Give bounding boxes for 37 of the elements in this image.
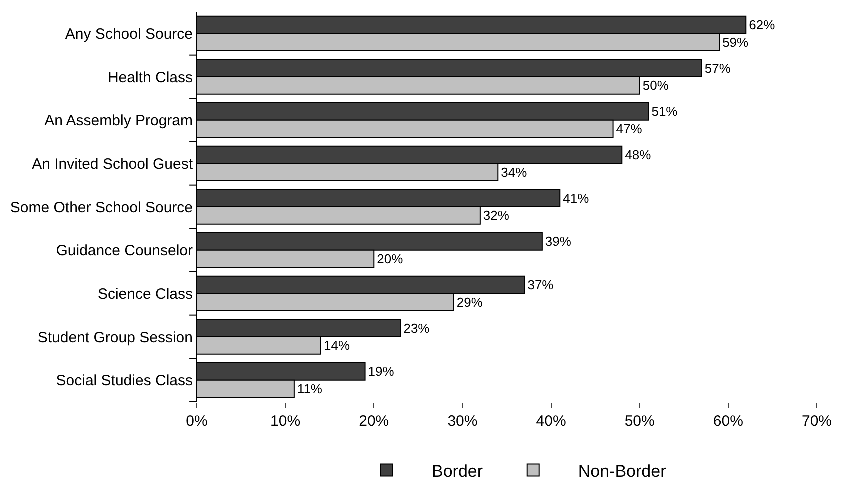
x-tick-label: 20% — [359, 413, 390, 430]
data-label: 19% — [368, 364, 395, 380]
x-tick-label: 40% — [536, 413, 566, 430]
legend-label: Border — [432, 462, 484, 481]
legend-label: Non-Border — [578, 462, 667, 481]
y-tick-label: Some Other School Source — [10, 199, 193, 216]
data-label: 48% — [625, 148, 652, 162]
x-tick-label: 50% — [624, 413, 655, 430]
data-label: 14% — [324, 338, 350, 354]
y-tick-label: Student Group Session — [38, 329, 193, 346]
data-label: 39% — [545, 234, 572, 250]
data-label: 62% — [749, 18, 776, 32]
data-label: 51% — [652, 104, 678, 120]
y-tick-label: An Assembly Program — [44, 112, 193, 130]
data-label: 29% — [456, 294, 484, 310]
y-tick-label: Health Class — [108, 69, 193, 86]
data-label: 59% — [722, 34, 750, 50]
x-tick-label: 0% — [186, 413, 208, 430]
y-tick-label: Social Studies Class — [56, 372, 193, 390]
y-tick-label: Science Class — [98, 286, 193, 303]
data-label: 34% — [501, 164, 528, 180]
data-label: 32% — [483, 208, 510, 224]
x-tick-label: 30% — [448, 413, 478, 430]
data-label: 57% — [704, 60, 732, 76]
x-tick-label: 10% — [270, 413, 301, 430]
data-label: 11% — [297, 382, 323, 396]
data-label: 41% — [563, 190, 590, 206]
y-tick-label: Guidance Counselor — [56, 242, 193, 260]
data-label: 50% — [642, 78, 670, 94]
data-label: 47% — [616, 122, 643, 136]
x-tick-label: 60% — [713, 413, 744, 430]
data-label: 20% — [377, 252, 404, 266]
y-tick-label: An Invited School Guest — [32, 156, 194, 173]
y-tick-label: Any School Source — [65, 26, 193, 43]
x-tick-label: 70% — [802, 413, 832, 430]
data-label: 23% — [404, 320, 430, 336]
data-label: 37% — [528, 278, 554, 292]
